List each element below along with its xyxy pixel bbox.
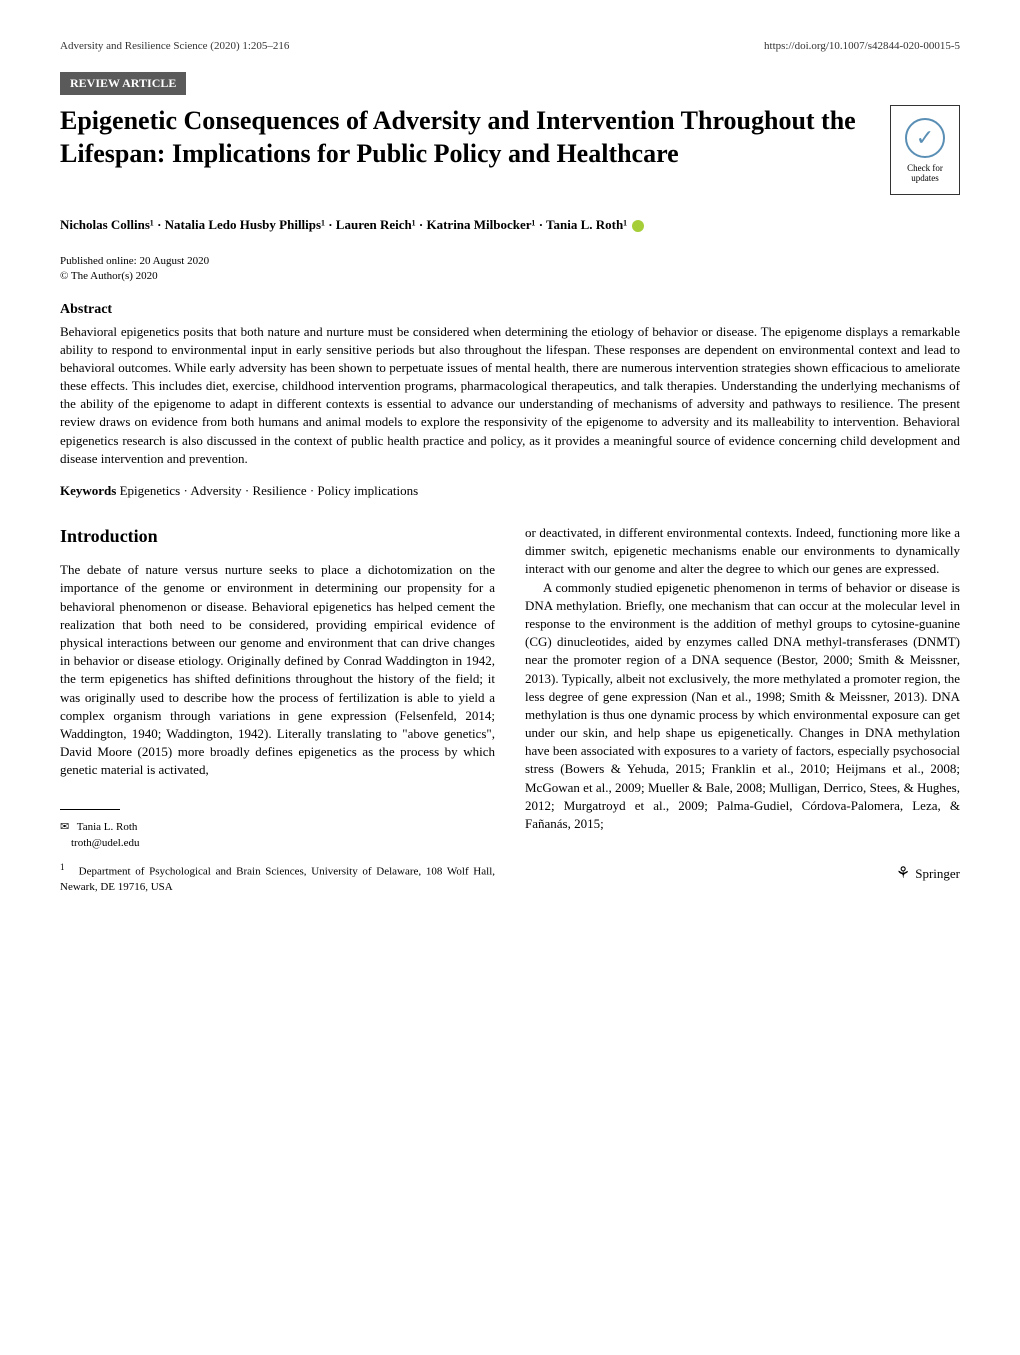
abstract-text: Behavioral epigenetics posits that both … (60, 323, 960, 469)
authors-text: Nicholas Collins¹ · Natalia Ledo Husby P… (60, 217, 627, 232)
check-updates-label-1: Check for (907, 163, 943, 173)
correspondence-block: ✉ Tania L. Roth troth@udel.edu (60, 820, 495, 851)
intro-paragraph-3: A commonly studied epigenetic phenomenon… (525, 579, 960, 834)
orcid-icon[interactable] (632, 220, 644, 232)
page-footer: ⚘ Springer (525, 863, 960, 885)
springer-icon: ⚘ (896, 863, 910, 885)
keywords-line: Keywords Epigenetics · Adversity · Resil… (60, 483, 960, 499)
corresponding-author-email[interactable]: troth@udel.edu (71, 837, 139, 849)
publisher-name: Springer (915, 865, 960, 883)
left-column: Introduction The debate of nature versus… (60, 524, 495, 901)
keywords-text: Epigenetics · Adversity · Resilience · P… (120, 483, 419, 498)
article-type-badge: REVIEW ARTICLE (60, 72, 186, 95)
journal-citation: Adversity and Resilience Science (2020) … (60, 40, 289, 52)
right-column: or deactivated, in different environment… (525, 524, 960, 901)
publication-date: Published online: 20 August 2020 (60, 255, 960, 267)
intro-paragraph-1: The debate of nature versus nurture seek… (60, 561, 495, 779)
affiliation-block: 1 Department of Psychological and Brain … (60, 861, 495, 895)
check-updates-label-2: updates (911, 173, 939, 183)
copyright-line: © The Author(s) 2020 (60, 270, 960, 282)
keywords-label: Keywords (60, 483, 116, 498)
title-block: Epigenetic Consequences of Adversity and… (60, 105, 870, 185)
page-header: Adversity and Resilience Science (2020) … (60, 40, 960, 52)
footnote-divider (60, 809, 120, 810)
abstract-heading: Abstract (60, 302, 960, 318)
check-updates-badge[interactable]: Check for updates (890, 105, 960, 195)
doi-link[interactable]: https://doi.org/10.1007/s42844-020-00015… (764, 40, 960, 52)
mail-icon: ✉ (60, 820, 69, 835)
check-icon (905, 118, 945, 158)
affiliation-text: Department of Psychological and Brain Sc… (60, 866, 495, 893)
intro-paragraph-2: or deactivated, in different environment… (525, 524, 960, 579)
affiliation-number: 1 (60, 862, 65, 872)
authors-line: Nicholas Collins¹ · Natalia Ledo Husby P… (60, 215, 960, 235)
body-columns: Introduction The debate of nature versus… (60, 524, 960, 901)
corresponding-author-name: Tania L. Roth (77, 821, 138, 833)
article-title: Epigenetic Consequences of Adversity and… (60, 105, 870, 170)
title-row: Epigenetic Consequences of Adversity and… (60, 105, 960, 195)
introduction-heading: Introduction (60, 524, 495, 549)
